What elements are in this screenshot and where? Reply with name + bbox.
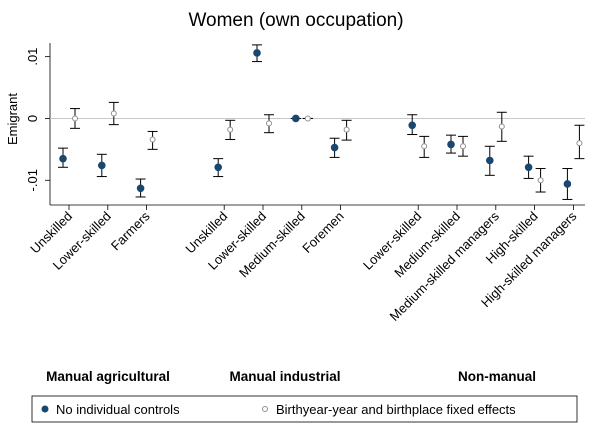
y-tick-label: 0 (25, 115, 40, 122)
group-label: Manual agricultural (46, 369, 170, 384)
point (421, 143, 428, 150)
point (98, 161, 106, 170)
point (110, 110, 117, 117)
point (460, 143, 466, 150)
group-label: Manual industrial (229, 369, 340, 384)
point (330, 143, 339, 152)
point (266, 120, 272, 127)
group-label: Non-manual (458, 369, 536, 384)
point (343, 126, 350, 133)
point (537, 177, 544, 184)
point (59, 154, 67, 163)
legend-label: No individual controls (56, 402, 180, 417)
point (408, 121, 417, 130)
point (563, 180, 572, 188)
chart-title: Women (own occupation) (188, 10, 403, 31)
point (498, 123, 505, 130)
legend-marker (262, 406, 268, 412)
point (149, 136, 156, 143)
point (304, 115, 311, 122)
point (72, 115, 78, 122)
y-tick-label: .01 (25, 48, 40, 66)
point (524, 163, 533, 172)
x-tick-label: Farmers (108, 208, 153, 253)
point (214, 163, 222, 172)
point (227, 126, 234, 133)
x-tick-label: Foremen (299, 209, 346, 256)
y-tick-label: -.01 (25, 169, 40, 191)
legend-box (31, 395, 578, 423)
point (292, 114, 300, 123)
point (486, 156, 494, 165)
point (576, 140, 583, 147)
legend-marker (41, 405, 49, 413)
legend-label: Birthyear-year and birthplace fixed effe… (276, 402, 516, 417)
point (136, 184, 145, 193)
point (253, 49, 261, 57)
point (447, 140, 455, 149)
y-axis-title: Emigrant (5, 93, 20, 145)
